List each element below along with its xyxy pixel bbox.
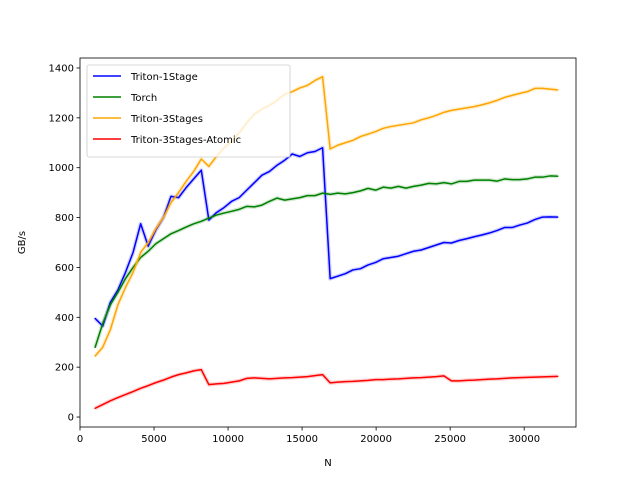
axes-layer: 0 5000 10000 15000 20000 25000 30000 0 200 400 600… (49, 57, 577, 445)
series-layer (93, 74, 559, 411)
axes-frame (79, 57, 577, 428)
legend-label: Triton-3Stages-Atomic (130, 135, 241, 146)
x-axis-label: N (324, 458, 331, 469)
y-tick-label: 1400 (49, 63, 74, 74)
legend-label: Triton-3Stages (130, 114, 203, 125)
series-line-3 (94, 368, 559, 410)
y-tick-label: 200 (55, 363, 74, 374)
y-tick-label: 400 (55, 313, 74, 324)
x-tick-label: 15000 (286, 434, 318, 445)
y-tick-label: 1200 (49, 113, 74, 124)
y-tick-label: 1000 (49, 163, 74, 174)
y-tick-label: 800 (55, 213, 74, 224)
x-tick-label: 30000 (508, 434, 540, 445)
x-tick-label: 25000 (434, 434, 466, 445)
y-axis-label: GB/s (17, 231, 28, 254)
y-tick-label: 0 (68, 413, 74, 424)
x-tick-label: 20000 (360, 434, 392, 445)
series-line-0 (94, 147, 559, 327)
series-line-2 (94, 75, 559, 357)
legend: Triton-1Stage Torch Triton-3Stages Triton-3… (86, 64, 291, 158)
legend-label: Triton-1Stage (130, 72, 198, 83)
legend-label: Torch (130, 93, 157, 104)
legend-box (86, 64, 291, 158)
x-tick-label: 10000 (212, 434, 244, 445)
x-tick-label: 5000 (141, 434, 166, 445)
series-line-1 (94, 175, 559, 349)
x-tick-label: 0 (77, 434, 83, 445)
y-tick-label: 600 (55, 263, 74, 274)
